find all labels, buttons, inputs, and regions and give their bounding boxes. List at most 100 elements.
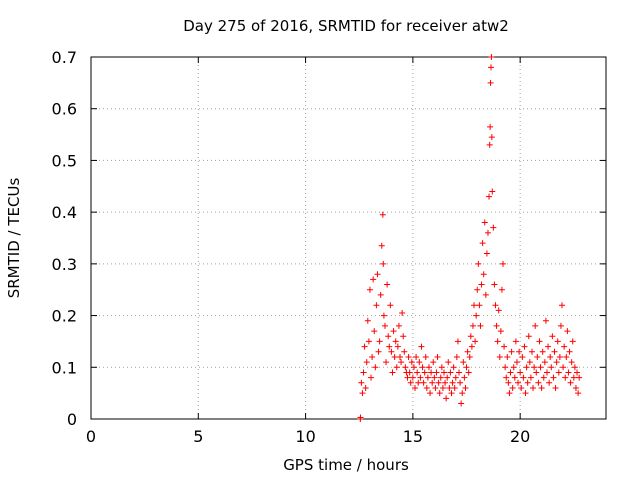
y-tick-label: 0 <box>67 410 77 429</box>
data-point <box>404 374 411 381</box>
data-point <box>490 224 497 231</box>
data-point <box>488 54 495 60</box>
data-point <box>486 193 493 200</box>
data-point <box>512 338 519 345</box>
data-point <box>526 359 533 366</box>
data-point <box>465 369 472 376</box>
data-point <box>546 379 553 386</box>
data-point <box>457 379 464 386</box>
data-point <box>540 374 547 381</box>
data-point <box>509 384 516 391</box>
data-point <box>468 343 475 350</box>
data-point <box>454 338 461 345</box>
data-point <box>541 359 548 366</box>
data-point <box>392 338 399 345</box>
data-point <box>363 359 370 366</box>
x-tick-label: 15 <box>403 427 423 446</box>
data-point <box>567 379 574 386</box>
data-point <box>488 134 495 141</box>
data-point <box>506 390 513 397</box>
data-point <box>561 343 568 350</box>
data-point <box>572 384 579 391</box>
data-point <box>448 390 455 397</box>
data-point <box>521 343 528 350</box>
data-point <box>379 211 386 218</box>
data-point <box>368 374 375 381</box>
data-point <box>532 322 539 329</box>
data-point <box>492 302 499 309</box>
data-point <box>445 359 452 366</box>
data-point <box>377 291 384 298</box>
data-point <box>438 364 445 371</box>
data-point <box>395 322 402 329</box>
data-point <box>456 369 463 376</box>
data-point <box>375 348 382 355</box>
data-point <box>418 343 425 350</box>
data-point <box>369 353 376 360</box>
data-point <box>503 374 510 381</box>
data-point <box>425 364 432 371</box>
data-point <box>469 322 476 329</box>
data-point <box>510 364 517 371</box>
data-point <box>569 338 576 345</box>
chart-title: Day 275 of 2016, SRMTID for receiver atw… <box>183 17 509 35</box>
data-point <box>413 353 420 360</box>
data-point <box>430 359 437 366</box>
y-tick-label: 0.3 <box>52 255 77 274</box>
data-point <box>487 79 494 86</box>
data-point <box>534 353 541 360</box>
y-tick-label: 0.7 <box>52 48 77 67</box>
data-point <box>450 364 457 371</box>
data-point <box>528 348 535 355</box>
data-point <box>494 338 501 345</box>
data-point <box>381 322 388 329</box>
data-point <box>364 317 371 324</box>
data-point <box>423 384 430 391</box>
data-point <box>522 390 529 397</box>
grid-lines <box>91 57 606 419</box>
data-point <box>378 242 385 249</box>
data-point <box>539 348 546 355</box>
data-point <box>464 348 471 355</box>
data-point <box>440 369 447 376</box>
data-point <box>497 328 504 335</box>
data-point <box>394 343 401 350</box>
data-point <box>477 322 484 329</box>
data-point <box>474 286 481 293</box>
data-point <box>527 374 534 381</box>
data-point <box>498 286 505 293</box>
data-point <box>489 188 496 195</box>
data-point <box>552 384 559 391</box>
x-tick-label: 10 <box>295 427 315 446</box>
data-point <box>357 414 364 421</box>
data-point <box>571 364 578 371</box>
data-point <box>576 374 583 381</box>
data-point <box>515 379 522 386</box>
data-point <box>424 374 431 381</box>
data-point <box>480 271 487 278</box>
data-point <box>491 281 498 288</box>
data-point <box>398 359 405 366</box>
data-point <box>483 250 490 257</box>
data-point <box>502 364 509 371</box>
data-point <box>570 374 577 381</box>
data-point <box>545 343 552 350</box>
y-axis-label: SRMTID / TECUs <box>5 178 23 299</box>
data-point <box>547 353 554 360</box>
data-point <box>400 333 407 340</box>
data-point <box>393 364 400 371</box>
data-point <box>387 302 394 309</box>
data-point <box>390 328 397 335</box>
data-point <box>370 276 377 283</box>
data-point <box>486 141 493 148</box>
data-point <box>520 374 527 381</box>
data-point <box>402 364 409 371</box>
data-point <box>458 400 465 407</box>
data-point <box>467 333 474 340</box>
data-point <box>435 379 442 386</box>
data-point <box>471 302 478 309</box>
data-point <box>432 384 439 391</box>
data-point <box>415 379 422 386</box>
data-point <box>360 369 367 376</box>
